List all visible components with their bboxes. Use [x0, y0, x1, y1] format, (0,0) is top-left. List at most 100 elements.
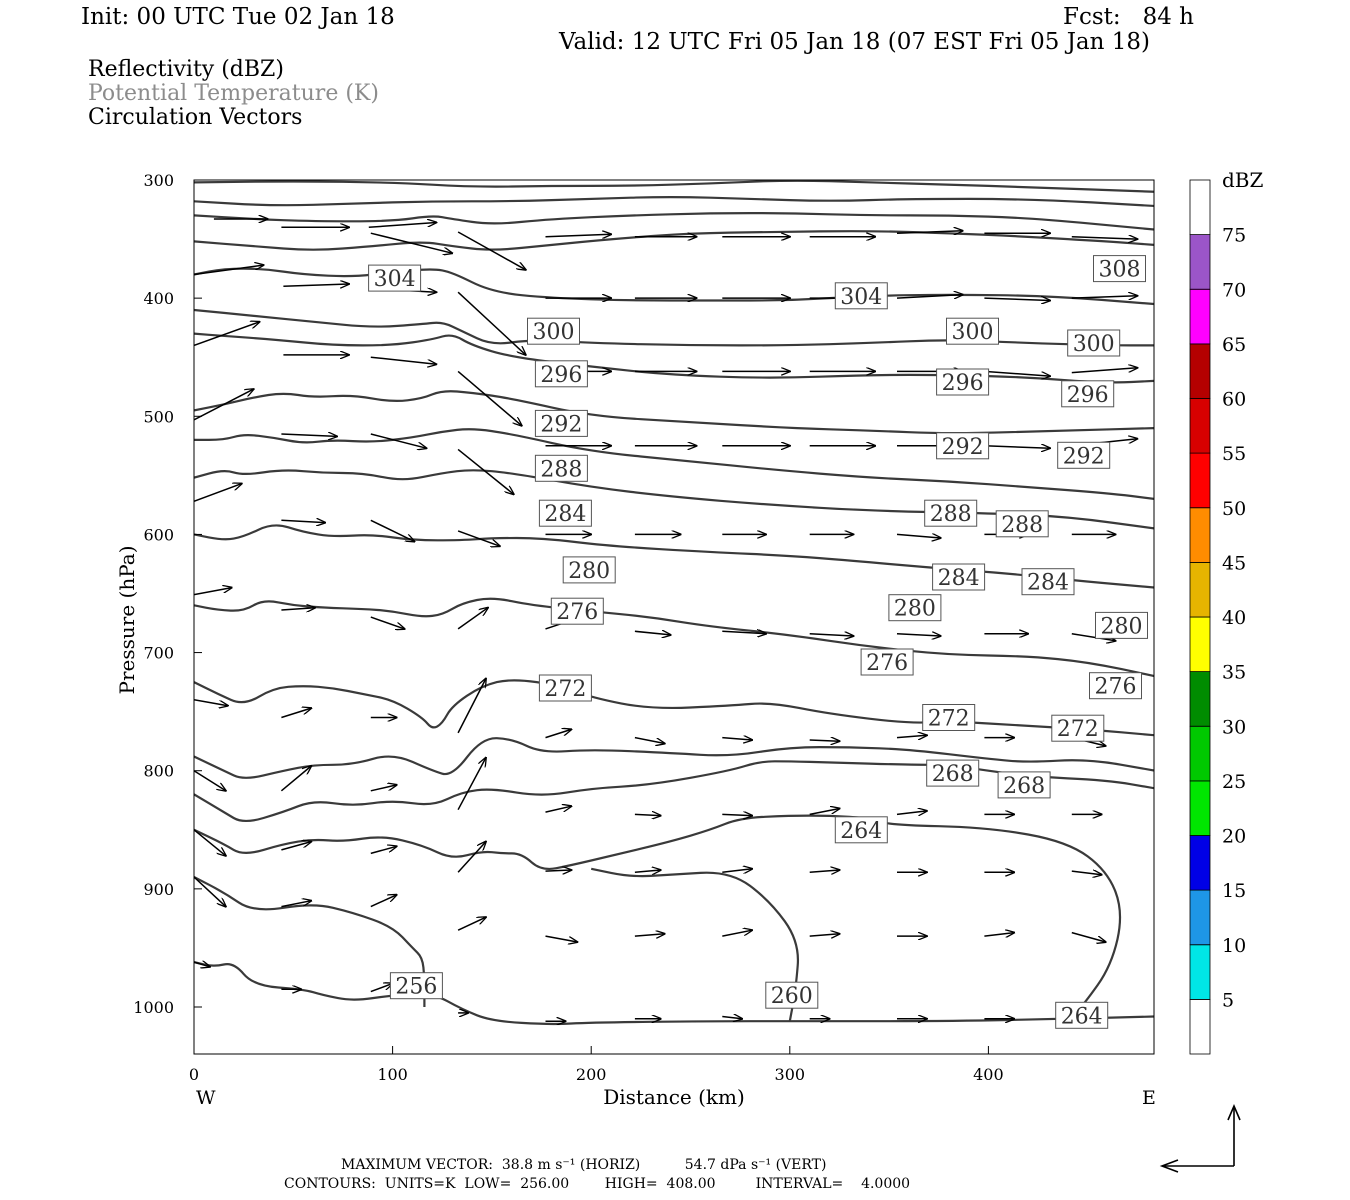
contour-label-box: [997, 771, 1051, 799]
contour-label-box: [1021, 568, 1075, 596]
colorbar-tick-label: 75: [1222, 225, 1246, 247]
circulation-vector: [722, 869, 752, 873]
circulation-vector: [280, 766, 311, 792]
circulation-vector: [634, 736, 665, 744]
circulation-vector: [370, 616, 405, 629]
contour-label: 292: [942, 435, 984, 460]
colorbar-tick-label: 45: [1222, 552, 1246, 574]
contours-note: CONTOURS: UNITS=K LOW= 256.00 HIGH= 408.…: [284, 1176, 911, 1192]
y-tick-label: 1000: [133, 998, 174, 1017]
circulation-vector: [370, 983, 393, 993]
contour-label: 272: [928, 707, 970, 732]
circulation-vector: [809, 740, 840, 741]
circulation-vector: [370, 519, 415, 541]
colorbar-tick-label: 5: [1222, 989, 1234, 1011]
circulation-vector: [457, 370, 522, 425]
forecast-hour: Fcst: 84 h: [1063, 4, 1194, 30]
contour-label: 296: [1067, 383, 1109, 408]
circulation-vector: [194, 484, 242, 503]
contour-label-box: [538, 674, 592, 702]
colorbar-tick-label: 70: [1222, 279, 1246, 301]
isentrope-276: [194, 679, 1154, 737]
circulation-vector: [809, 870, 840, 872]
isentrope-296: [194, 390, 1154, 435]
colorbar-swatch: [1189, 179, 1211, 235]
contour-label: 260: [771, 984, 813, 1009]
y-tick-label: 400: [143, 289, 174, 308]
axes-layer: 0 100 200 300 400 300 400 500 600 700 800 900 1000: [133, 171, 1003, 1084]
y-tick-label: 700: [143, 644, 174, 663]
contour-label-box: [1057, 441, 1111, 469]
plot-frame: [193, 179, 1155, 1055]
legend-circulation-vectors: Circulation Vectors: [88, 105, 303, 130]
circulation-vector: [896, 534, 941, 538]
isentrope-320: [194, 196, 1154, 208]
legend-reflectivity: Reflectivity (dBZ): [88, 57, 284, 82]
contour-label: 304: [840, 285, 882, 310]
y-tick-label: 500: [143, 407, 174, 426]
contour-label: 288: [1001, 513, 1043, 538]
x-end-label-west: W: [196, 1087, 216, 1109]
x-end-label-east: E: [1142, 1087, 1156, 1109]
circulation-vector: [457, 679, 486, 734]
circulation-vector: [370, 785, 397, 792]
x-tick-label: 100: [377, 1065, 408, 1084]
contour-label-box: [995, 510, 1049, 538]
colorbar-swatch: [1189, 452, 1211, 509]
colorbar-tick-label: 55: [1222, 443, 1246, 465]
colorbar-tick-label: 30: [1222, 716, 1246, 738]
contour-label: 268: [932, 762, 974, 787]
circulation-vector: [194, 829, 226, 856]
contour-label: 284: [544, 502, 586, 527]
contour-label-box: [1095, 611, 1148, 639]
contour-label-layer: 304 308 304 300 300 300 296 296 296 292 292 292 288 2…: [368, 255, 1148, 1029]
contour-label-box: [932, 563, 986, 591]
contour-label-box: [368, 264, 422, 292]
colorbar-tick-label: 60: [1222, 389, 1246, 411]
isentrope-300: [194, 332, 1154, 384]
valid-time: Valid: 12 UTC Fri 05 Jan 18 (07 EST Fri …: [559, 29, 1150, 55]
circulation-vector: [457, 448, 514, 494]
circulation-vector: [984, 370, 1050, 376]
circulation-vector: [722, 930, 752, 937]
legend-potential-temperature: Potential Temperature (K): [88, 81, 379, 106]
contour-label-box: [562, 556, 616, 584]
circulation-vector: [194, 876, 226, 907]
colorbar-tick-label: 50: [1222, 498, 1246, 520]
contour-label: 276: [556, 600, 598, 625]
circulation-vector: [722, 631, 766, 633]
colorbar-swatch: [1189, 507, 1211, 563]
contour-label: 280: [894, 597, 936, 622]
circulation-vector: [545, 234, 612, 236]
contour-label: 292: [540, 412, 582, 437]
circulation-vector: [370, 846, 397, 855]
circulation-vector: [194, 699, 228, 706]
x-tick-label: 0: [189, 1065, 199, 1084]
x-tick-label: 400: [973, 1065, 1004, 1084]
circulation-vector: [634, 870, 661, 872]
x-tick-label: 300: [775, 1065, 806, 1084]
circulation-vector: [1071, 237, 1138, 239]
isentrope-284: [194, 524, 1154, 589]
contour-label-box: [534, 360, 588, 388]
contour-label: 276: [1095, 675, 1137, 700]
contour-label-box: [1055, 1001, 1109, 1029]
circulation-vector: [896, 231, 963, 233]
contour-label-box: [1061, 380, 1115, 408]
contour-label: 292: [1063, 444, 1105, 469]
contour-label-box: [922, 704, 976, 731]
contour-label: 264: [1061, 1004, 1103, 1029]
contour-label-box: [534, 454, 588, 482]
contour-label-box: [534, 409, 588, 437]
circulation-vector: [370, 433, 427, 448]
colorbar-swatch: [1189, 562, 1211, 618]
reflectivity-colorbar: 5 10 15 20 25 30 35 40 45 50 55 60 65 70 75: [1189, 179, 1246, 1055]
circulation-vector: [283, 284, 349, 286]
contour-label-box: [1089, 672, 1142, 700]
circulation-vector: [984, 446, 1050, 448]
contour-label-box: [860, 648, 914, 676]
max-vector-note: MAXIMUM VECTOR: 38.8 m s⁻¹ (HORIZ) 54.7 …: [341, 1157, 827, 1173]
circulation-vector: [457, 917, 486, 931]
contour-label: 288: [540, 457, 582, 482]
